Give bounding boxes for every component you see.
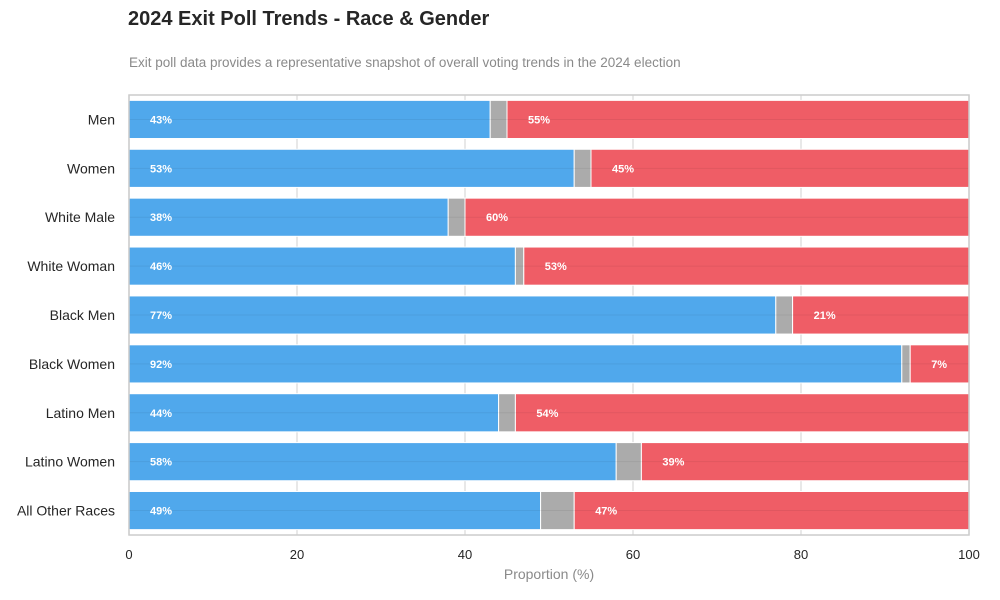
category-label: Black Women: [29, 356, 115, 372]
bar-segment: [640, 442, 970, 482]
data-label: 92%: [150, 359, 172, 371]
bar-segment: [128, 442, 617, 482]
x-axis-label: Proportion (%): [504, 566, 594, 582]
data-label: 39%: [662, 457, 684, 469]
axis-layer: 0 20 40 60 80 100 Men Women White Male White Woma…: [17, 111, 980, 562]
data-label: 54%: [536, 408, 558, 420]
bar-segment: [540, 490, 575, 531]
bar-segment: [792, 295, 970, 335]
bar-segment: [464, 197, 970, 237]
data-label: 38%: [150, 212, 172, 224]
data-label: 77%: [150, 310, 172, 322]
data-label: 43%: [150, 114, 172, 126]
label-layer: 43% 55% 53% 45% 38% 60% 46% 53% 77% 21% 92% 7% 44% 54…: [150, 114, 947, 517]
bar-layer: [128, 99, 970, 531]
bar-segment: [128, 148, 575, 188]
category-label: White Woman: [27, 258, 115, 274]
data-label: 46%: [150, 261, 172, 273]
bar-segment: [128, 295, 777, 335]
category-label: Latino Men: [46, 405, 115, 421]
data-label: 44%: [150, 408, 172, 420]
category-label: White Male: [45, 209, 115, 225]
plot-frame: [128, 94, 970, 536]
data-label: 21%: [814, 310, 836, 322]
data-label: 53%: [150, 163, 172, 175]
bar-segment: [128, 393, 500, 433]
x-tick-label: 100: [958, 547, 980, 562]
data-label: 60%: [486, 212, 508, 224]
x-tick-label: 60: [626, 547, 640, 562]
data-label: 58%: [150, 457, 172, 469]
category-label: Latino Women: [25, 454, 115, 470]
chart-subtitle: Exit poll data provides a representative…: [129, 55, 681, 70]
data-label: 53%: [545, 261, 567, 273]
category-label: Black Men: [50, 307, 115, 323]
bar-segment: [909, 344, 970, 384]
category-label: Women: [67, 160, 115, 176]
chart-title: 2024 Exit Poll Trends - Race & Gender: [128, 8, 490, 30]
x-tick-label: 40: [458, 547, 472, 562]
category-label: All Other Races: [17, 503, 115, 519]
category-label: Men: [88, 111, 115, 127]
bar-segment: [573, 490, 970, 531]
data-label: 55%: [528, 114, 550, 126]
bar-segment: [590, 148, 970, 188]
data-label: 7%: [931, 359, 947, 371]
bar-segment: [523, 246, 970, 286]
data-label: 49%: [150, 506, 172, 518]
x-tick-label: 0: [125, 547, 132, 562]
data-label: 47%: [595, 506, 617, 518]
x-tick-label: 80: [794, 547, 808, 562]
x-tick-label: 20: [290, 547, 304, 562]
data-label: 45%: [612, 163, 634, 175]
